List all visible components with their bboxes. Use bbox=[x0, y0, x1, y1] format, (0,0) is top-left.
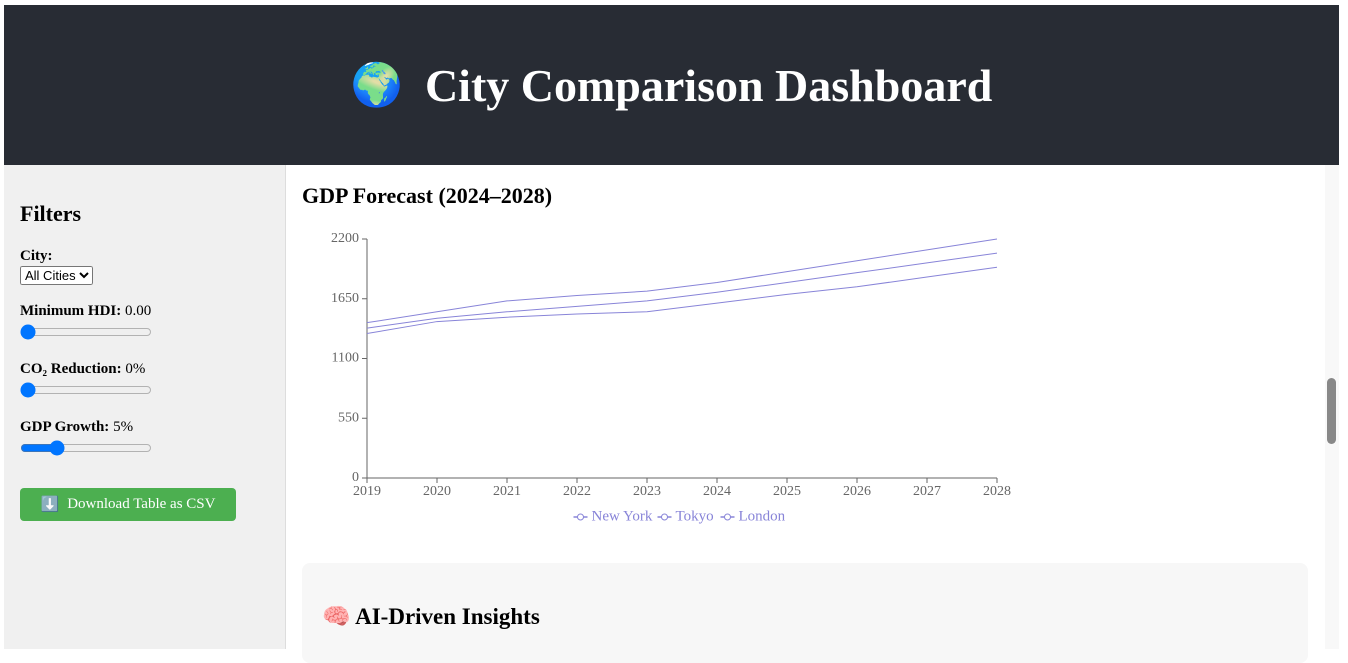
x-tick-label: 2020 bbox=[423, 484, 451, 499]
y-tick-label: 1650 bbox=[331, 291, 359, 306]
insights-panel: 🧠 AI-Driven Insights bbox=[302, 563, 1308, 663]
download-button[interactable]: ⬇️ Download Table as CSV bbox=[20, 488, 236, 521]
x-tick-label: 2028 bbox=[983, 484, 1011, 499]
line bbox=[366, 238, 998, 324]
header-title: City Comparison Dashboard bbox=[424, 59, 993, 111]
y-tick-label: 1100 bbox=[332, 351, 359, 366]
co2-label: CO₂ Reduction: 0% bbox=[20, 361, 145, 378]
y-tick-label: 550 bbox=[338, 410, 359, 425]
value: 5% bbox=[113, 419, 134, 435]
legend-icon bbox=[577, 513, 584, 521]
button-icon: ⬇️ bbox=[40, 497, 60, 513]
x-tick-label: 2022 bbox=[563, 484, 591, 499]
label: GDP Growth: bbox=[20, 419, 110, 435]
value: 0% bbox=[125, 361, 146, 377]
header: 🌍 City Comparison Dashboard bbox=[4, 5, 1339, 165]
button-label: Download Table as CSV bbox=[67, 496, 216, 512]
chart: GDP Forecast (2024–2028) 0 550 1100 1650 220… bbox=[302, 183, 1011, 524]
label: Minimum HDI: bbox=[20, 303, 122, 319]
x-tick-label: 2024 bbox=[703, 484, 731, 499]
x-tick-label: 2027 bbox=[913, 484, 941, 499]
legend-label: New York bbox=[592, 508, 653, 524]
gdp-label: GDP Growth: 5% bbox=[20, 419, 133, 436]
page: 🌍 City Comparison Dashboard Filters City:… bbox=[4, 5, 1339, 649]
scrollbar[interactable] bbox=[1325, 165, 1339, 649]
legend-label: London bbox=[739, 508, 786, 524]
label: City: bbox=[20, 248, 53, 264]
sidebar-title: Filters bbox=[20, 201, 82, 226]
x-tick-label: 2023 bbox=[633, 484, 661, 499]
label: CO₂ Reduction: bbox=[20, 361, 122, 377]
legend-icon bbox=[661, 513, 668, 521]
insights-text: AI-Driven Insights bbox=[355, 604, 540, 629]
gdp-slider[interactable] bbox=[20, 440, 152, 456]
hdi-slider[interactable] bbox=[20, 324, 152, 340]
y-tick-label: 0 bbox=[352, 470, 359, 485]
header-icon: 🌍 bbox=[350, 62, 403, 109]
x-tick-label: 2019 bbox=[353, 484, 381, 499]
scroll-thumb[interactable] bbox=[1327, 378, 1336, 444]
hdi-label: Minimum HDI: 0.00 bbox=[20, 303, 151, 320]
city-label: City: bbox=[20, 248, 53, 265]
legend-label: Tokyo bbox=[676, 508, 714, 524]
line bbox=[366, 252, 998, 329]
x-tick-label: 2021 bbox=[493, 484, 521, 499]
insights-title: 🧠 AI-Driven Insights bbox=[322, 603, 540, 630]
city-select[interactable]: All Cities bbox=[20, 266, 93, 285]
legend-icon bbox=[724, 513, 731, 521]
x-tick-label: 2025 bbox=[773, 484, 801, 499]
chart-title: GDP Forecast (2024–2028) bbox=[302, 183, 552, 208]
value: 0.00 bbox=[125, 303, 152, 319]
line bbox=[366, 266, 998, 335]
insights-icon: 🧠 bbox=[322, 604, 351, 629]
co2-slider[interactable] bbox=[20, 382, 152, 398]
y-tick-label: 2200 bbox=[331, 231, 359, 246]
sidebar: Filters City: All Cities Minimum HDI: 0.… bbox=[4, 165, 286, 649]
x-tick-label: 2026 bbox=[843, 484, 871, 499]
